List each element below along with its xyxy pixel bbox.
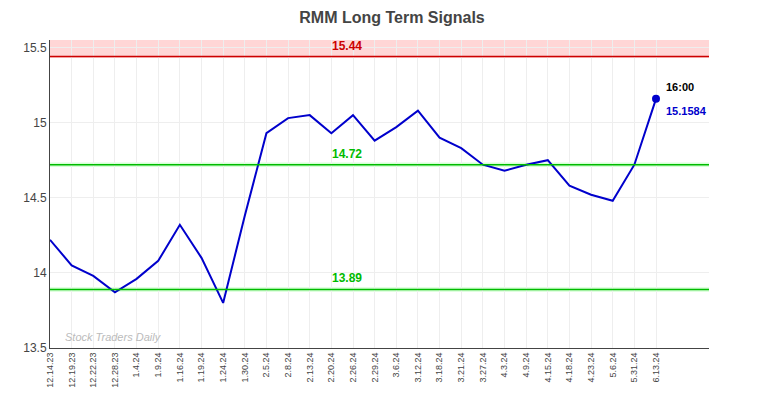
svg-text:3.12.24: 3.12.24 [413, 353, 423, 383]
svg-text:5.31.24: 5.31.24 [629, 353, 639, 383]
svg-text:12.14.23: 12.14.23 [45, 353, 55, 388]
svg-text:15.1584: 15.1584 [666, 105, 707, 117]
svg-text:14.5: 14.5 [23, 191, 47, 205]
svg-text:Stock Traders Daily: Stock Traders Daily [65, 331, 162, 343]
svg-text:2.20.24: 2.20.24 [326, 353, 336, 383]
svg-text:4.23.24: 4.23.24 [586, 353, 596, 383]
svg-text:13.89: 13.89 [332, 271, 362, 285]
svg-text:2.13.24: 2.13.24 [305, 353, 315, 383]
svg-text:3.6.24: 3.6.24 [391, 353, 401, 378]
svg-text:2.8.24: 2.8.24 [283, 353, 293, 378]
svg-text:1.24.24: 1.24.24 [218, 353, 228, 383]
svg-text:14: 14 [33, 266, 47, 280]
svg-text:12.28.23: 12.28.23 [110, 353, 120, 388]
svg-text:2.26.24: 2.26.24 [348, 353, 358, 383]
svg-text:4.15.24: 4.15.24 [543, 353, 553, 383]
svg-text:15.5: 15.5 [23, 41, 47, 55]
svg-text:15.44: 15.44 [332, 39, 362, 53]
svg-text:3.27.24: 3.27.24 [478, 353, 488, 383]
svg-text:12.19.23: 12.19.23 [67, 353, 77, 388]
svg-text:2.5.24: 2.5.24 [261, 353, 271, 378]
svg-text:1.19.24: 1.19.24 [196, 353, 206, 383]
svg-text:4.3.24: 4.3.24 [499, 353, 509, 378]
svg-text:1.4.24: 1.4.24 [131, 353, 141, 378]
svg-text:1.9.24: 1.9.24 [153, 353, 163, 378]
svg-text:6.13.24: 6.13.24 [651, 353, 661, 383]
svg-text:14.72: 14.72 [332, 147, 362, 161]
svg-text:1.16.24: 1.16.24 [175, 353, 185, 383]
svg-text:3.21.24: 3.21.24 [456, 353, 466, 383]
svg-text:13.5: 13.5 [23, 341, 47, 355]
svg-text:1.30.24: 1.30.24 [240, 353, 250, 383]
svg-text:RMM Long Term Signals: RMM Long Term Signals [299, 9, 485, 26]
svg-text:4.9.24: 4.9.24 [521, 353, 531, 378]
svg-text:16:00: 16:00 [666, 81, 694, 93]
svg-text:2.29.24: 2.29.24 [370, 353, 380, 383]
svg-text:5.6.24: 5.6.24 [608, 353, 618, 378]
svg-text:3.18.24: 3.18.24 [434, 353, 444, 383]
svg-text:12.22.23: 12.22.23 [88, 353, 98, 388]
svg-text:15: 15 [33, 116, 47, 130]
svg-text:4.18.24: 4.18.24 [564, 353, 574, 383]
